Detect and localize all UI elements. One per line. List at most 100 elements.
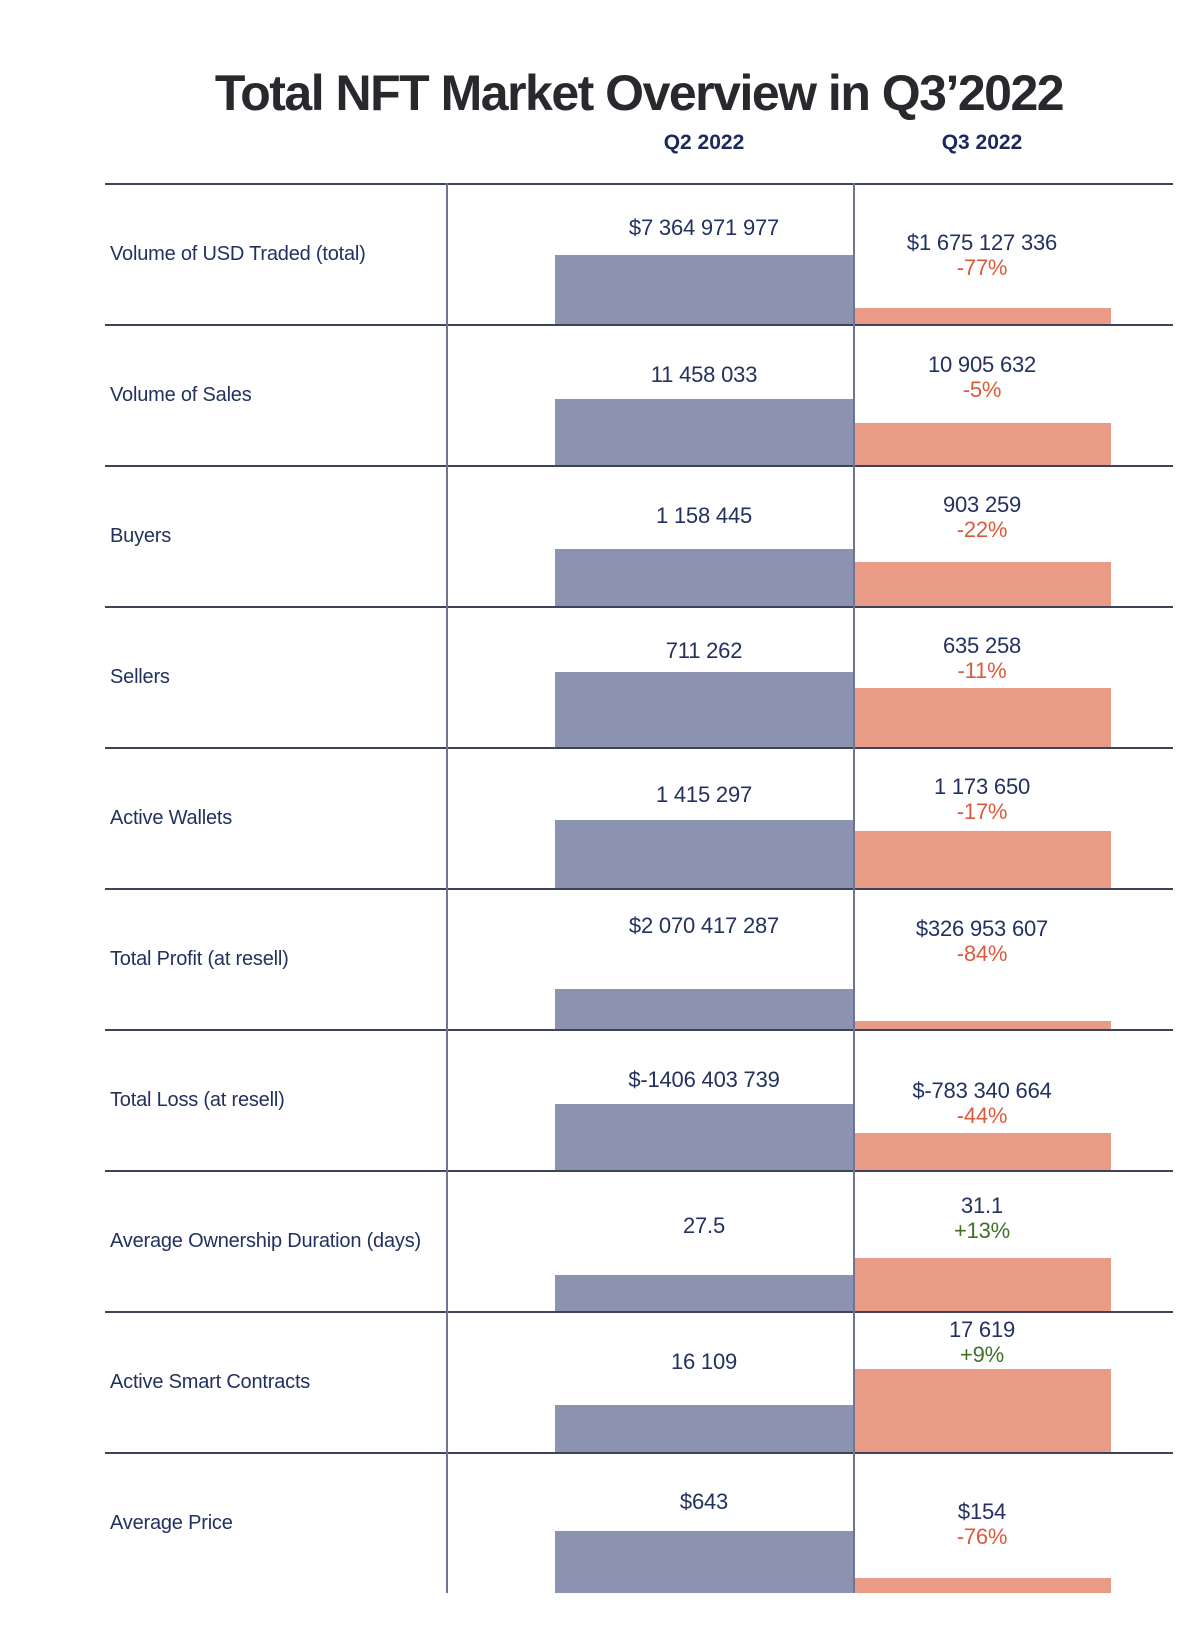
metric-label: Average Price (110, 1512, 233, 1534)
q2-cell: $-1406 403 739 (446, 1031, 853, 1170)
q2-value: 1 158 445 (655, 503, 753, 528)
q2-bar (555, 399, 853, 465)
q3-labels: $154 -76% (853, 1499, 1111, 1549)
q3-bar (853, 423, 1111, 465)
metric-label: Buyers (110, 525, 172, 547)
q3-cell: 1 173 650 -17% (853, 749, 1173, 888)
q2-value: $-1406 403 739 (628, 1067, 780, 1092)
q2-cell: $7 364 971 977 (446, 185, 853, 324)
q3-cell: 903 259 -22% (853, 467, 1173, 606)
metric-label-cell: Active Smart Contracts (105, 1313, 446, 1452)
page-title: Total NFT Market Overview in Q3’2022 (214, 65, 1065, 121)
q3-cell: 635 258 -11% (853, 608, 1173, 747)
q3-labels: $1 675 127 336 -77% (853, 230, 1111, 280)
q2-cell: $2 070 417 287 (446, 890, 853, 1029)
comparison-table: Volume of USD Traded (total) $7 364 971 … (105, 183, 1173, 1593)
metric-label-cell: Average Ownership Duration (days) (105, 1172, 446, 1311)
metric-label: Volume of Sales (110, 384, 252, 406)
q2-bar (555, 1405, 853, 1452)
q3-change: -11% (957, 658, 1007, 683)
q3-change: +13% (953, 1218, 1011, 1243)
metric-label: Active Smart Contracts (110, 1371, 311, 1393)
table-row: Volume of Sales 11 458 033 10 905 632 -5… (105, 324, 1173, 465)
q2-bar (555, 1275, 853, 1311)
q3-labels: 903 259 -22% (853, 492, 1111, 542)
q2-cell: 27.5 (446, 1172, 853, 1311)
table-row: Active Smart Contracts 16 109 17 619 +9% (105, 1311, 1173, 1452)
q3-value: 17 619 (948, 1317, 1016, 1342)
q2-value: 1 415 297 (655, 782, 753, 807)
q3-bar (853, 831, 1111, 888)
metric-label-cell: Average Price (105, 1454, 446, 1593)
q2-cell: 1 158 445 (446, 467, 853, 606)
q3-cell: $1 675 127 336 -77% (853, 185, 1173, 324)
table-row: Average Price $643 $154 -76% (105, 1452, 1173, 1593)
q3-bar (853, 1021, 1111, 1029)
table-row: Active Wallets 1 415 297 1 173 650 -17% (105, 747, 1173, 888)
table-row: Sellers 711 262 635 258 -11% (105, 606, 1173, 747)
q2-cell: 1 415 297 (446, 749, 853, 888)
q3-labels: $-783 340 664 -44% (853, 1078, 1111, 1128)
metric-label: Active Wallets (110, 807, 233, 829)
metric-label: Total Loss (at resell) (110, 1089, 285, 1111)
q2-bar (555, 989, 853, 1029)
q2-bar (555, 1531, 853, 1593)
q3-change: -17% (956, 799, 1008, 824)
q3-bar (853, 1369, 1111, 1452)
metric-label-cell: Buyers (105, 467, 446, 606)
q2-bar (555, 820, 853, 888)
q3-cell: $326 953 607 -84% (853, 890, 1173, 1029)
q2-cell: 11 458 033 (446, 326, 853, 465)
column-header-q3: Q3 2022 (941, 131, 1023, 154)
q3-change: -84% (956, 941, 1008, 966)
q3-labels: 31.1 +13% (853, 1193, 1111, 1243)
q2-value: $7 364 971 977 (628, 215, 780, 240)
metric-label-cell: Sellers (105, 608, 446, 747)
metric-label: Average Ownership Duration (days) (110, 1230, 421, 1252)
q2-bar (555, 1104, 853, 1170)
q3-cell: 17 619 +9% (853, 1313, 1173, 1452)
metric-label-cell: Active Wallets (105, 749, 446, 888)
metric-label-cell: Volume of USD Traded (total) (105, 185, 446, 324)
q3-cell: 31.1 +13% (853, 1172, 1173, 1311)
q3-labels: 1 173 650 -17% (853, 774, 1111, 824)
q2-cell: $643 (446, 1454, 853, 1593)
table-row: Buyers 1 158 445 903 259 -22% (105, 465, 1173, 606)
column-divider-center (853, 183, 855, 1593)
table-row: Average Ownership Duration (days) 27.5 3… (105, 1170, 1173, 1311)
q2-cell: 711 262 (446, 608, 853, 747)
q2-value: 27.5 (682, 1213, 726, 1238)
q3-value: 31.1 (960, 1193, 1004, 1218)
q3-bar (853, 1133, 1111, 1170)
q3-value: 1 173 650 (933, 774, 1031, 799)
q3-value: $1 675 127 336 (906, 230, 1058, 255)
q2-value: $643 (679, 1489, 729, 1514)
q2-value: 16 109 (670, 1349, 738, 1374)
q3-value: $-783 340 664 (912, 1078, 1052, 1103)
column-header-q2: Q2 2022 (663, 131, 745, 154)
metric-label-cell: Total Profit (at resell) (105, 890, 446, 1029)
table-row: Total Loss (at resell) $-1406 403 739 $-… (105, 1029, 1173, 1170)
q3-change: -44% (956, 1103, 1008, 1128)
q3-labels: 635 258 -11% (853, 633, 1111, 683)
q3-change: -5% (962, 377, 1002, 402)
q3-value: 10 905 632 (927, 352, 1037, 377)
q3-cell: 10 905 632 -5% (853, 326, 1173, 465)
q3-value: $326 953 607 (915, 916, 1049, 941)
q3-change: -77% (956, 255, 1008, 280)
metric-label-cell: Total Loss (at resell) (105, 1031, 446, 1170)
q2-value: 711 262 (665, 638, 743, 663)
q3-bar (853, 562, 1111, 606)
q3-value: 903 259 (942, 492, 1022, 517)
metric-label: Sellers (110, 666, 170, 688)
q2-value: 11 458 033 (650, 362, 758, 387)
q2-bar (555, 549, 853, 606)
q3-change: -22% (956, 517, 1008, 542)
q3-labels: 10 905 632 -5% (853, 352, 1111, 402)
table-row: Volume of USD Traded (total) $7 364 971 … (105, 183, 1173, 324)
column-divider-left (446, 183, 448, 1593)
q3-bar (853, 688, 1111, 747)
q3-value: 635 258 (942, 633, 1022, 658)
metric-label: Volume of USD Traded (total) (110, 243, 366, 265)
